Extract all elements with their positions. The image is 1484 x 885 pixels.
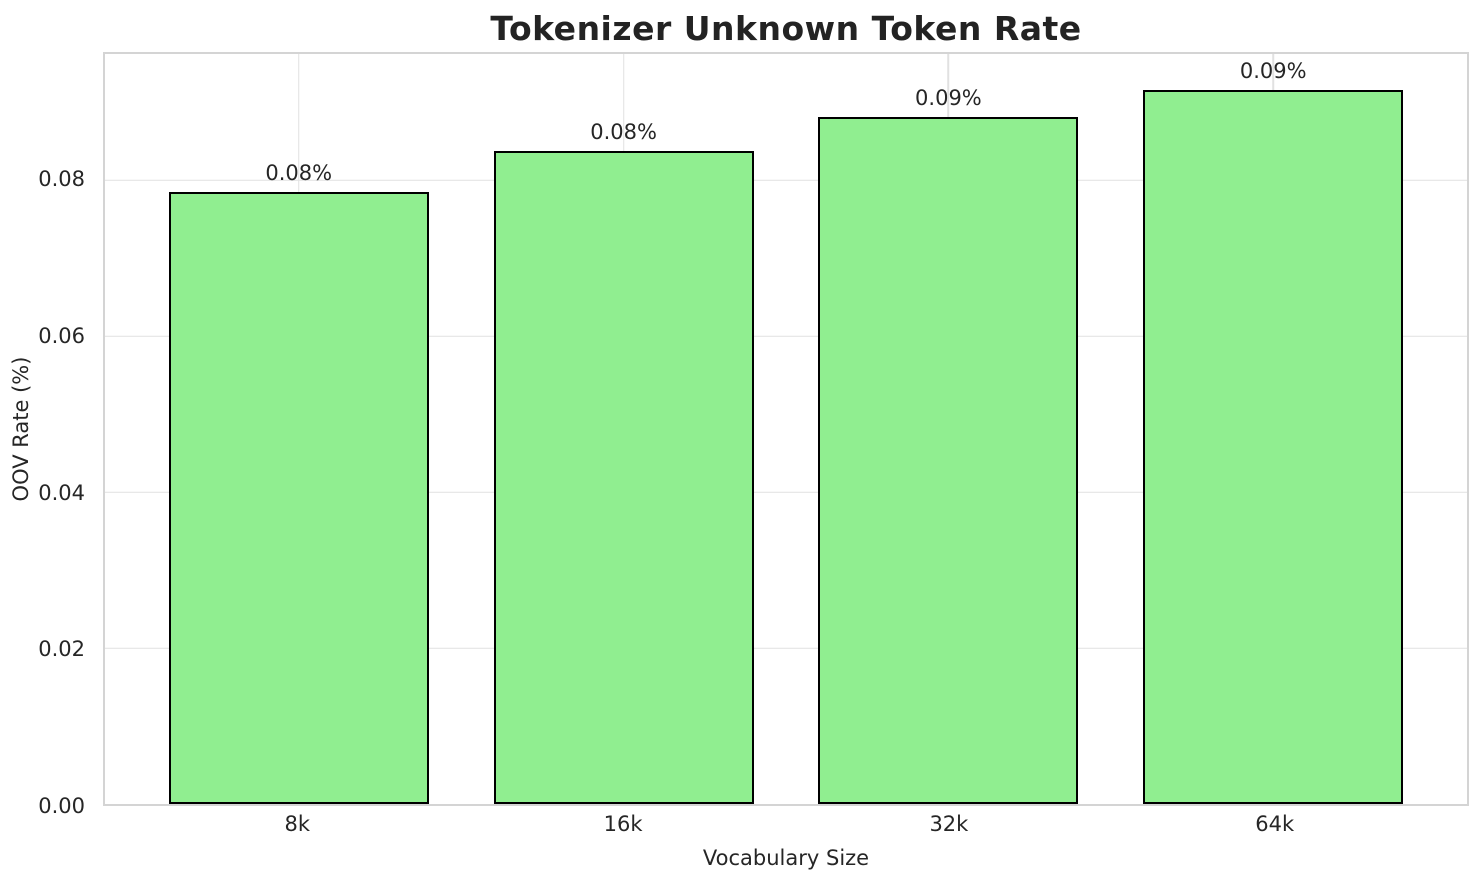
bar-value-label: 0.09% xyxy=(1239,58,1307,83)
x-tick-label: 32k xyxy=(929,812,969,836)
x-tick-label: 16k xyxy=(603,812,643,836)
y-tick-label: 0.04 xyxy=(38,480,85,505)
x-tick-labels: 8k 16k 32k 64k xyxy=(103,812,1469,840)
bar-value-label: 0.08% xyxy=(265,161,333,185)
x-axis-label: Vocabulary Size xyxy=(702,846,870,870)
h-gridline xyxy=(105,647,1467,649)
h-gridline xyxy=(105,491,1467,493)
y-tick-label: 0.00 xyxy=(38,794,85,818)
y-tick-label: 0.06 xyxy=(38,323,85,348)
bar-16k xyxy=(493,151,754,804)
h-gridline xyxy=(105,335,1467,337)
bar-8k xyxy=(168,192,429,804)
x-tick-label: 8k xyxy=(284,812,311,836)
y-tick-label: 0.08 xyxy=(38,166,85,191)
bars: 0.08% 0.08% 0.09% 0.09% xyxy=(105,54,1467,804)
bar-32k xyxy=(818,117,1079,804)
chart-title: Tokenizer Unknown Token Rate xyxy=(490,9,1082,48)
y-tick-labels: 0.00 0.02 0.04 0.06 0.08 xyxy=(0,52,95,818)
bar-value-label: 0.08% xyxy=(590,120,657,145)
y-tick-label: 0.02 xyxy=(38,637,85,662)
bar-value-label: 0.09% xyxy=(915,86,982,111)
plot-area: 0.08% 0.08% 0.09% 0.09% xyxy=(103,52,1469,806)
x-tick-label: 64k xyxy=(1255,812,1295,836)
bar-64k xyxy=(1143,89,1404,804)
h-gridline xyxy=(105,179,1467,182)
